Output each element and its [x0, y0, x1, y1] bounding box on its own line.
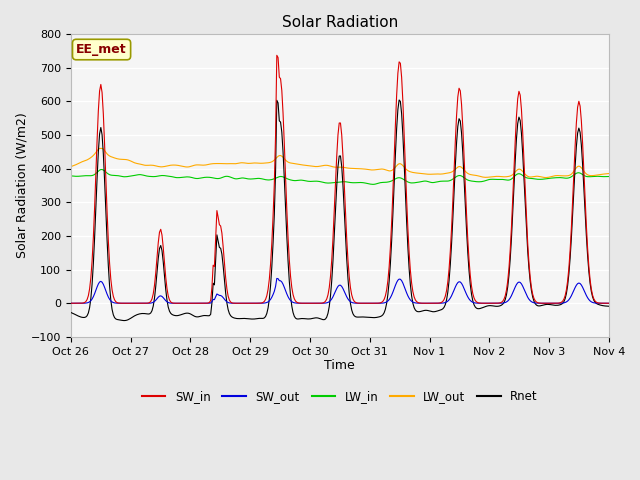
Rnet	[67, 310, 75, 315]
Y-axis label: Solar Radiation (W/m2): Solar Radiation (W/m2)	[15, 112, 28, 258]
Rnet	[121, 318, 129, 324]
LW_in	[98, 167, 106, 172]
SW_in	[495, 300, 503, 306]
LW_out	[483, 174, 490, 180]
SW_out	[273, 276, 281, 281]
LW_out	[96, 145, 104, 151]
SW_in	[273, 52, 281, 58]
SW_out	[187, 300, 195, 306]
LW_in	[109, 172, 117, 178]
LW_out	[109, 155, 117, 160]
SW_out	[108, 299, 116, 305]
Legend: SW_in, SW_out, LW_in, LW_out, Rnet: SW_in, SW_out, LW_in, LW_out, Rnet	[137, 385, 543, 408]
LW_in	[495, 177, 503, 182]
Line: SW_in: SW_in	[71, 55, 609, 303]
SW_out	[563, 299, 570, 305]
SW_out	[381, 300, 389, 305]
Title: Solar Radiation: Solar Radiation	[282, 15, 398, 30]
SW_in	[381, 293, 389, 299]
LW_in	[605, 174, 612, 180]
Rnet	[380, 310, 388, 316]
Rnet	[563, 291, 570, 297]
LW_in	[563, 175, 570, 181]
SW_in	[67, 300, 75, 306]
Rnet	[495, 303, 503, 309]
SW_out	[67, 300, 75, 306]
LW_out	[67, 164, 75, 169]
SW_out	[484, 300, 492, 306]
SW_out	[443, 299, 451, 305]
SW_in	[605, 300, 612, 306]
Rnet	[605, 303, 612, 309]
SW_in	[187, 300, 195, 306]
LW_out	[563, 173, 570, 179]
SW_in	[563, 287, 570, 293]
SW_out	[605, 300, 612, 306]
LW_out	[494, 173, 502, 179]
Line: Rnet: Rnet	[71, 100, 609, 321]
LW_out	[543, 175, 550, 180]
LW_out	[605, 171, 612, 177]
X-axis label: Time: Time	[324, 360, 355, 372]
LW_in	[369, 181, 377, 187]
SW_in	[443, 288, 451, 294]
SW_out	[495, 300, 503, 306]
Rnet	[108, 307, 116, 312]
SW_in	[108, 287, 116, 293]
Rnet	[484, 303, 492, 309]
Text: EE_met: EE_met	[76, 43, 127, 56]
LW_out	[380, 167, 388, 172]
LW_in	[67, 173, 75, 179]
Rnet	[396, 97, 403, 103]
LW_in	[443, 178, 451, 184]
Line: LW_in: LW_in	[71, 169, 609, 184]
SW_in	[484, 300, 492, 306]
Rnet	[443, 297, 451, 303]
LW_in	[381, 180, 389, 185]
LW_out	[442, 170, 449, 176]
LW_in	[484, 177, 492, 183]
Line: SW_out: SW_out	[71, 278, 609, 303]
Line: LW_out: LW_out	[71, 148, 609, 178]
